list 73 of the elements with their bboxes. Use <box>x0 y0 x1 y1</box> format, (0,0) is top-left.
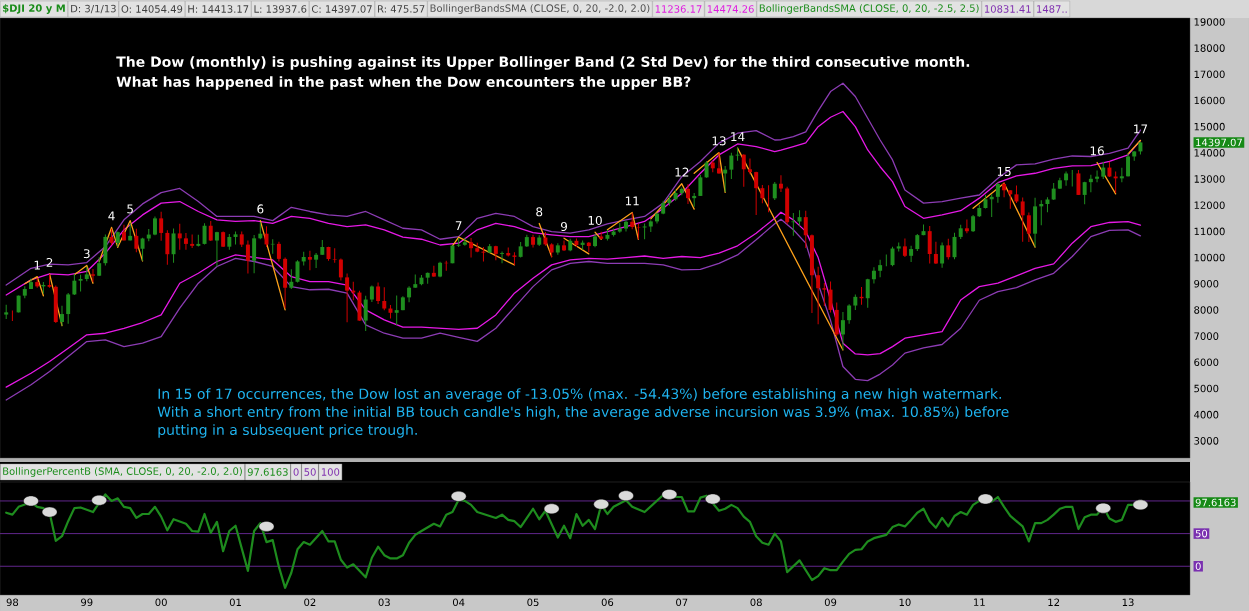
annotation: With a short entry from the initial BB touch candle's high, the average adverse incursion was 3.9% (max. 10.85%) before <box>157 406 1009 420</box>
y-tick-label: 17000 <box>1194 70 1225 79</box>
y-tick-label: 18000 <box>1194 44 1225 52</box>
y-tick-label: 50 <box>1195 529 1208 538</box>
x-tick-label: 98 <box>6 598 19 607</box>
series-label: 9 <box>560 221 567 231</box>
y-tick-label: 11000 <box>1194 227 1225 236</box>
series-label: 11 <box>625 196 639 206</box>
x-tick-label: 02 <box>304 598 316 607</box>
x-tick-label: 05 <box>527 598 539 607</box>
text: L: 13937.6 <box>254 5 307 13</box>
y-tick-label: 0 <box>1195 562 1201 571</box>
y-tick-label: 5000 <box>1194 384 1219 393</box>
x-tick-label: 09 <box>824 598 837 607</box>
text: 11236.17 <box>655 5 702 13</box>
x-tick-label: 11 <box>974 598 985 606</box>
y-tick-label: 97.6163 <box>1195 498 1236 507</box>
x-tick-label: 01 <box>229 598 241 607</box>
text: R: 475.57 <box>378 5 425 13</box>
series-label: 6 <box>257 204 264 214</box>
y-tick-label: 16000 <box>1194 96 1225 105</box>
x-tick-label: 07 <box>676 598 688 607</box>
y-tick-label: 8000 <box>1194 306 1219 314</box>
x-tick-label: 12 <box>1048 598 1060 606</box>
text: 97.6163 <box>247 468 288 476</box>
text: What has happened in the past when the Dow encounters the upper BB? <box>116 76 691 90</box>
y-tick-label: 19000 <box>1194 18 1225 26</box>
y-tick-label: 3000 <box>1194 437 1219 445</box>
x-tick-label: 08 <box>750 598 762 607</box>
series-label: 10 <box>588 215 602 225</box>
text: 100 <box>321 468 340 476</box>
y-tick-label: 7000 <box>1194 332 1219 340</box>
series-label: 3 <box>83 249 90 259</box>
x-tick-label: 06 <box>601 598 614 607</box>
x-tick-label: 03 <box>378 598 390 607</box>
x-tick-label: 10 <box>899 598 911 607</box>
text: BollingerBandsSMA (CLOSE, 0, 20, -2.5, 2.5) <box>759 4 979 14</box>
series-label: 8 <box>536 207 543 217</box>
text: BollingerBandsSMA (CLOSE, 0, 20, -2.0, 2.0) <box>430 4 650 14</box>
text: O: 14054.49 <box>121 5 183 13</box>
series-label: 16 <box>1090 146 1104 156</box>
y-tick-label: 4000 <box>1194 410 1219 419</box>
text: 14474.26 <box>707 5 754 13</box>
text: C: 14397.07 <box>311 5 372 13</box>
series-label: 4 <box>108 211 115 221</box>
x-tick-label: 00 <box>155 598 167 607</box>
x-tick-label: 99 <box>81 598 93 607</box>
x-tick-label: 13 <box>1122 598 1134 607</box>
text: BollingerPercentB (SMA, CLOSE, 0, 20, -2.0, 2.0) <box>3 467 242 477</box>
y-tick-label: 10000 <box>1194 253 1225 262</box>
text: 1487.. <box>1037 5 1067 13</box>
y-tick-label: 14000 <box>1194 149 1225 157</box>
x-tick-label: 04 <box>452 598 465 607</box>
annotation: putting in a subsequent price trough. <box>158 424 417 438</box>
y-tick-label: 6000 <box>1194 358 1219 367</box>
annotation: In 15 of 17 occurrences, the Dow lost an average of -13.05% (max. -54.43%) before establishing a new high watermark. <box>158 388 1001 402</box>
text: $DJI 20 y M <box>2 4 65 14</box>
text: D: 3/1/13 <box>71 4 116 14</box>
text: H: 14413.17 <box>188 5 249 13</box>
text: The Dow (monthly) is pushing against its Upper Bollinger Band (2 Std Dev) for the third consecutive month. <box>116 56 970 70</box>
series-label: 17 <box>1134 124 1148 134</box>
y-tick-label: 9000 <box>1194 279 1219 288</box>
series-label: 5 <box>127 204 133 214</box>
y-tick-label: 13000 <box>1194 175 1225 183</box>
text: 0 <box>293 468 299 476</box>
y-tick-label: 12000 <box>1194 201 1225 209</box>
series-label: 12 <box>675 167 689 177</box>
series-label: 7 <box>455 221 462 230</box>
text: 10831.41 <box>984 5 1031 13</box>
series-label: 14 <box>731 132 745 141</box>
y-tick-label: 15000 <box>1194 122 1225 131</box>
text: 50 <box>304 468 316 476</box>
y-tick-label: 14397.07 <box>1196 138 1242 147</box>
